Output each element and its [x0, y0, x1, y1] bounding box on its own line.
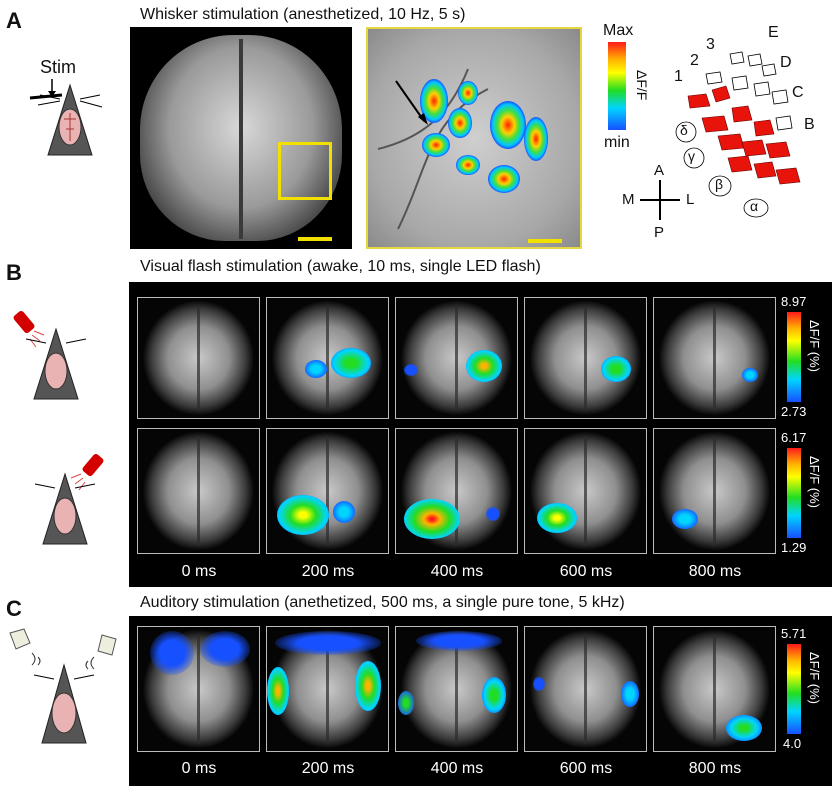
zoom-box [278, 142, 332, 200]
greek-delta: δ [680, 122, 688, 138]
time-label-c-3: 600 ms [559, 760, 613, 777]
colorbar-b2-min: 1.29 [781, 540, 807, 555]
frame-b1-400ms [395, 297, 518, 419]
frame-c-600ms [524, 626, 647, 752]
colorbar-c [787, 644, 801, 734]
frame-b1-800ms [653, 297, 776, 419]
time-label-b-0: 0 ms [181, 563, 217, 580]
greek-beta: β [715, 176, 724, 192]
panel-label-c: C [6, 596, 22, 621]
row-label-b: B [804, 116, 815, 133]
frame-b2-400ms [395, 428, 518, 554]
frame-b2-800ms [653, 428, 776, 554]
barrel-map: 1 2 3 E D C B δ γ β α [672, 24, 822, 224]
frame-b1-200ms [266, 297, 389, 419]
frame-c-0ms [137, 626, 260, 752]
colorbar-b2-max: 6.17 [781, 430, 807, 445]
colorbar-b2 [787, 448, 801, 538]
time-label-c-4: 800 ms [688, 760, 742, 777]
mouse-illustration-auditory [2, 625, 126, 755]
frame-c-800ms [653, 626, 776, 752]
colorbar-a-min: min [604, 134, 630, 151]
time-label-b-4: 800 ms [688, 563, 742, 580]
panel-c-title: Auditory stimulation (anethetized, 500 m… [140, 594, 625, 611]
greek-alpha: α [750, 198, 759, 214]
colorbar-a-label: ΔF/F [634, 70, 650, 101]
arc-label-3: 3 [706, 36, 715, 53]
frame-b2-200ms [266, 428, 389, 554]
mouse-illustration-visual-left [25, 450, 115, 550]
panel-a-title: Whisker stimulation (anesthetized, 10 Hz… [140, 6, 466, 23]
colorbar-b1-min: 2.73 [781, 404, 807, 419]
time-label-c-1: 200 ms [301, 760, 355, 777]
colorbar-c-label: ΔF/F (%) [807, 652, 822, 705]
mouse-head-icon [29, 79, 103, 156]
colorbar-b1-label: ΔF/F (%) [807, 320, 822, 373]
panel-label-b: B [6, 260, 22, 285]
panel-b-title: Visual flash stimulation (awake, 10 ms, … [140, 258, 541, 275]
row-label-e: E [768, 24, 779, 41]
colorbar-a [608, 42, 626, 130]
zoom-image [366, 27, 582, 249]
stim-label: Stim [40, 57, 76, 77]
frame-c-200ms [266, 626, 389, 752]
brain-widefield-image [130, 27, 352, 249]
compass: A P M L [620, 162, 700, 242]
compass-a: A [654, 162, 665, 179]
frame-b1-600ms [524, 297, 647, 419]
frame-b2-600ms [524, 428, 647, 554]
scale-bar [298, 237, 332, 241]
row-label-d: D [780, 54, 792, 71]
row-label-c: C [792, 84, 804, 101]
arc-label-1: 1 [674, 68, 683, 85]
time-label-b-3: 600 ms [559, 563, 613, 580]
time-label-b-1: 200 ms [301, 563, 355, 580]
frame-b2-0ms [137, 428, 260, 554]
compass-m: M [622, 191, 635, 208]
compass-p: P [654, 224, 665, 241]
time-label-c-0: 0 ms [181, 760, 217, 777]
time-label-b-2: 400 ms [430, 563, 484, 580]
colorbar-b2-label: ΔF/F (%) [807, 456, 822, 509]
colorbar-a-max: Max [603, 22, 634, 39]
mouse-illustration-whisker: Stim [22, 55, 106, 165]
frame-b1-0ms [137, 297, 260, 419]
mouse-illustration-visual-right [10, 305, 90, 405]
panel-label-a: A [6, 8, 22, 33]
colorbar-c-min: 4.0 [783, 736, 802, 751]
colorbar-c-max: 5.71 [781, 626, 807, 641]
colorbar-b1 [787, 312, 801, 402]
time-label-c-2: 400 ms [430, 760, 484, 777]
colorbar-b1-max: 8.97 [781, 294, 807, 309]
frame-c-400ms [395, 626, 518, 752]
compass-l: L [686, 191, 695, 208]
greek-gamma: γ [688, 148, 695, 164]
arc-label-2: 2 [690, 52, 699, 69]
